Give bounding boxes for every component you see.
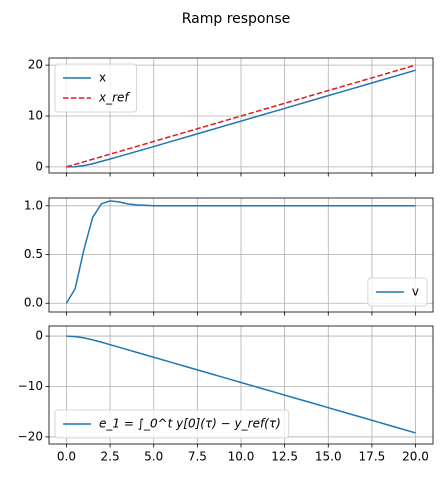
x-tick-label: 5.0 (144, 450, 163, 464)
x-tick-label: 7.5 (188, 450, 207, 464)
figure-title: Ramp response (182, 11, 291, 27)
y-tick-label: 0 (35, 329, 43, 343)
x-tick-label: 2.5 (101, 450, 120, 464)
legend: v (367, 277, 428, 307)
axes-frame (48, 57, 434, 174)
line-series (65, 200, 416, 304)
axes-frame (48, 325, 434, 445)
x-tick-label: 12.5 (271, 450, 298, 464)
x-tick-label: 20.0 (402, 450, 429, 464)
x-tick-label: 0.0 (57, 450, 76, 464)
y-tick-label: 0 (35, 159, 43, 173)
legend-label: x (99, 71, 106, 85)
line-series (66, 64, 416, 168)
legend-frame (54, 63, 138, 113)
x-tick-label: 15.0 (315, 450, 342, 464)
legend: e_1 = ∫_0^t y[0](τ) − y_ref(τ) (54, 409, 290, 439)
y-tick-label: 1.0 (24, 198, 43, 212)
y-tick-label: −20 (18, 429, 43, 443)
legend-label: x_ref (98, 91, 130, 105)
y-tick-label: 0.5 (24, 247, 43, 261)
x-tick-label: 10.0 (228, 450, 255, 464)
legend-frame (54, 409, 290, 439)
y-tick-label: 10 (28, 109, 43, 123)
y-tick-label: 20 (28, 58, 43, 72)
y-tick-label: −10 (18, 379, 43, 393)
line-series (66, 69, 416, 168)
y-tick-label: 0.0 (24, 296, 43, 310)
x-tick-label: 17.5 (359, 450, 386, 464)
legend-label: e_1 = ∫_0^t y[0](τ) − y_ref(τ) (99, 417, 281, 431)
legend-label: v (412, 285, 419, 299)
axes-frame (48, 197, 434, 313)
line-series (66, 335, 416, 434)
legend: x x_ref (54, 63, 138, 113)
